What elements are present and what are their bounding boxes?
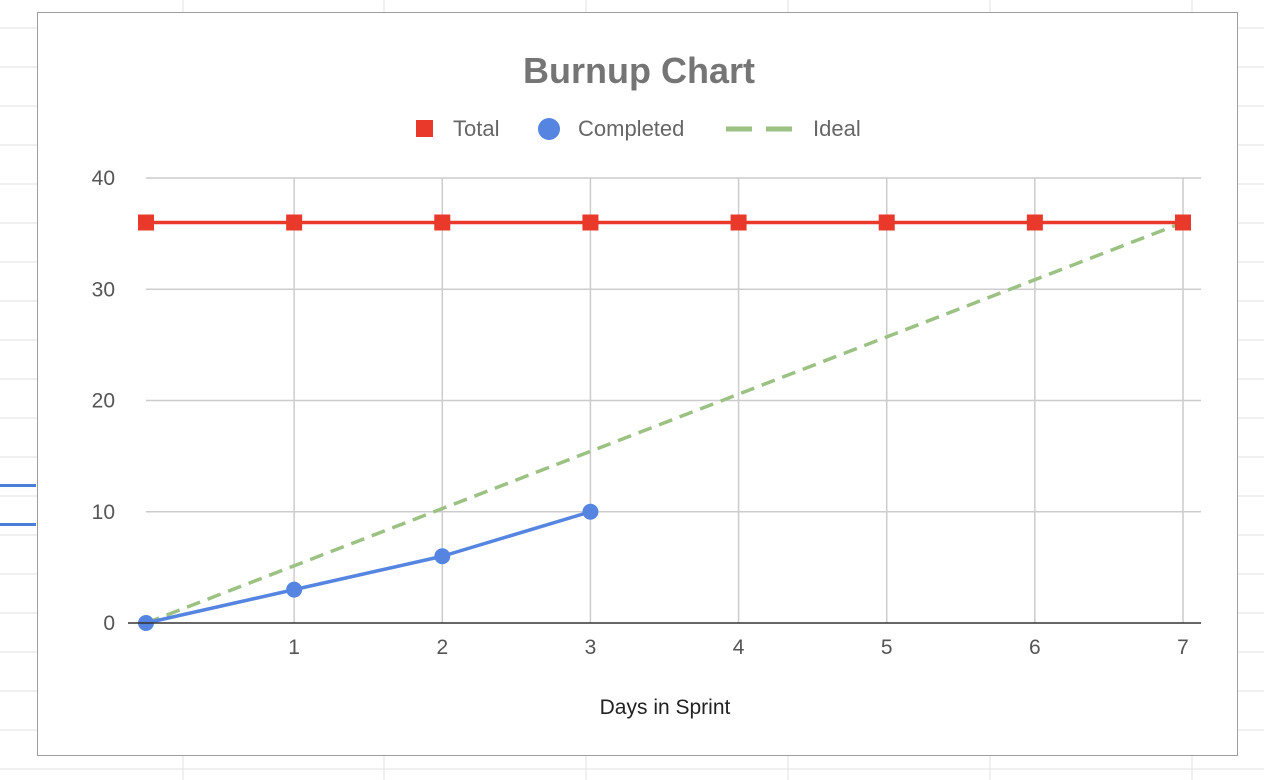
ideal-series-line (145, 220, 1184, 625)
cell-selection-border-bottom (0, 523, 36, 526)
y-tick-label-0: 0 (103, 612, 115, 635)
series-lines (145, 220, 1184, 625)
legend-completed-swatch (538, 118, 560, 140)
legend-total-swatch (416, 120, 433, 137)
y-tick-label-10: 10 (92, 501, 115, 524)
x-axis-title: Days in Sprint (600, 696, 731, 719)
x-tick-label-4: 4 (733, 636, 745, 659)
total-point-1 (286, 214, 303, 231)
completed-point-1 (286, 581, 303, 598)
total-point-0 (138, 214, 154, 231)
axes: 0 10 20 30 40 1 2 3 4 5 6 7 (92, 167, 1201, 659)
total-point-4 (730, 214, 747, 231)
y-tick-label-20: 20 (92, 390, 115, 413)
completed-point-2 (434, 548, 451, 565)
chart-title: Burnup Chart (523, 50, 755, 91)
legend-total-label: Total (453, 116, 499, 141)
total-point-3 (582, 214, 599, 231)
x-tick-label-7: 7 (1177, 636, 1189, 659)
total-point-6 (1026, 214, 1043, 231)
x-tick-label-1: 1 (288, 636, 300, 659)
legend: Total Completed Ideal (416, 116, 861, 141)
legend-completed-label: Completed (578, 116, 684, 141)
legend-ideal-label: Ideal (813, 116, 861, 141)
y-tick-label-30: 30 (92, 278, 115, 301)
total-point-2 (434, 214, 451, 231)
x-tick-label-2: 2 (436, 636, 448, 659)
cell-selection-border-top (0, 484, 36, 487)
burnup-chart: 0 10 20 30 40 1 2 3 4 5 6 7 Burnup Chart Total Compl… (92, 50, 1201, 719)
completed-series-line (145, 510, 591, 625)
x-tick-label-6: 6 (1029, 636, 1041, 659)
total-point-5 (878, 214, 895, 231)
gridlines (146, 177, 1201, 623)
y-tick-label-40: 40 (92, 167, 115, 190)
x-tick-label-3: 3 (585, 636, 597, 659)
x-tick-label-5: 5 (881, 636, 893, 659)
completed-point-3 (582, 503, 599, 520)
series-markers (138, 214, 1191, 631)
total-point-7 (1175, 214, 1191, 231)
chart-container[interactable]: 0 10 20 30 40 1 2 3 4 5 6 7 Burnup Chart Total Compl… (37, 12, 1238, 756)
